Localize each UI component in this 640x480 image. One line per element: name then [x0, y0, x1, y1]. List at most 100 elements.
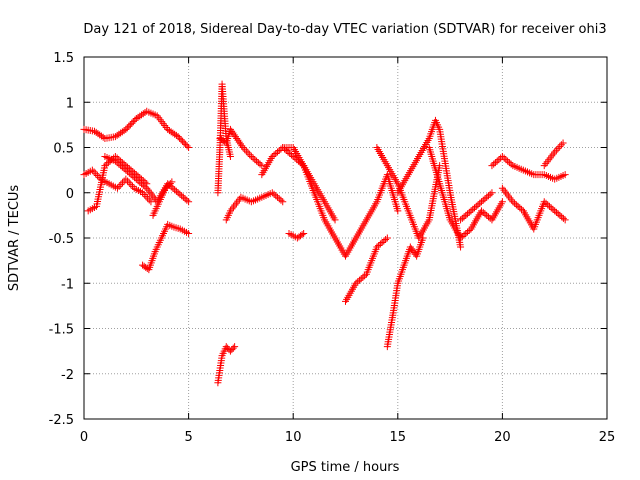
data-point — [179, 193, 187, 201]
data-point — [544, 201, 552, 209]
data-point — [552, 146, 560, 154]
data-point — [474, 201, 482, 209]
series-sat-e — [139, 220, 193, 274]
data-point — [559, 139, 567, 147]
data-point — [357, 275, 365, 283]
data-point — [244, 149, 252, 157]
data-point — [272, 150, 280, 158]
data-point — [465, 208, 473, 216]
data-point — [236, 140, 244, 148]
data-point — [284, 148, 292, 156]
data-point — [540, 198, 548, 206]
data-point — [162, 123, 170, 131]
series-sat-p — [383, 234, 427, 351]
series-sat-b — [80, 166, 155, 206]
data-point — [289, 153, 297, 161]
data-point — [171, 186, 179, 194]
data-point — [376, 240, 384, 248]
data-point — [176, 190, 184, 198]
data-point — [118, 159, 126, 167]
data-point — [101, 162, 109, 170]
data-point — [270, 190, 278, 198]
data-point — [134, 172, 142, 180]
data-point — [159, 120, 167, 128]
data-point — [279, 198, 287, 206]
data-point — [484, 213, 492, 221]
data-point — [486, 190, 494, 198]
data-point — [183, 196, 191, 204]
data-point — [183, 142, 191, 150]
x-axis-label: GPS time / hours — [291, 460, 400, 475]
data-point — [298, 231, 306, 239]
data-point — [457, 216, 465, 224]
data-point — [125, 122, 133, 130]
series-sat-g — [214, 80, 234, 197]
data-point — [382, 236, 390, 244]
data-point — [498, 184, 506, 192]
series-sat-u — [498, 184, 569, 233]
data-point — [142, 192, 150, 200]
data-point — [410, 248, 418, 256]
data-point — [232, 199, 240, 207]
data-point — [504, 192, 512, 200]
data-point — [291, 154, 299, 162]
data-point — [331, 216, 339, 224]
data-point — [125, 165, 133, 173]
data-point — [136, 174, 144, 182]
data-point — [129, 182, 137, 190]
data-point — [552, 208, 560, 216]
data-point — [495, 156, 503, 164]
data-point — [279, 144, 287, 151]
data-point — [122, 175, 130, 183]
data-point — [287, 151, 295, 159]
data-point — [182, 140, 190, 148]
y-tick-label: 0 — [66, 187, 74, 202]
data-point — [272, 192, 280, 200]
x-tick-label: 0 — [80, 430, 88, 445]
data-point — [230, 131, 238, 139]
x-tick-label: 15 — [390, 430, 407, 445]
data-point — [111, 153, 119, 161]
data-point — [181, 195, 189, 203]
data-point — [174, 189, 182, 197]
data-point — [229, 203, 237, 211]
data-point — [481, 210, 489, 218]
data-point — [231, 343, 239, 351]
data-point — [506, 194, 514, 202]
data-point — [132, 171, 140, 179]
data-point — [177, 136, 185, 144]
y-tick-label: -2.5 — [49, 413, 74, 428]
data-point — [88, 166, 96, 174]
data-point — [179, 137, 187, 145]
data-point — [556, 143, 564, 151]
series-sat-q — [394, 116, 465, 251]
data-point — [476, 199, 484, 207]
data-point — [549, 205, 557, 213]
data-point — [166, 179, 174, 187]
data-point — [275, 195, 283, 203]
data-point — [507, 160, 515, 168]
data-point — [477, 198, 485, 206]
data-point — [500, 154, 508, 162]
data-point — [545, 156, 553, 164]
data-point — [254, 159, 262, 167]
data-point — [502, 156, 510, 164]
data-point — [274, 148, 282, 156]
data-point — [486, 214, 494, 222]
data-point — [408, 245, 416, 253]
data-point — [231, 133, 239, 141]
series-sat-d — [84, 153, 151, 215]
data-point — [464, 228, 472, 236]
data-point — [551, 148, 559, 156]
data-point — [296, 159, 304, 167]
data-point — [561, 216, 569, 224]
data-point — [462, 211, 470, 219]
data-point — [460, 231, 468, 239]
data-point — [556, 211, 564, 219]
data-point — [488, 189, 496, 197]
series-sat-f — [149, 178, 176, 219]
data-points — [80, 80, 569, 387]
data-point — [484, 192, 492, 200]
data-point — [169, 184, 177, 192]
